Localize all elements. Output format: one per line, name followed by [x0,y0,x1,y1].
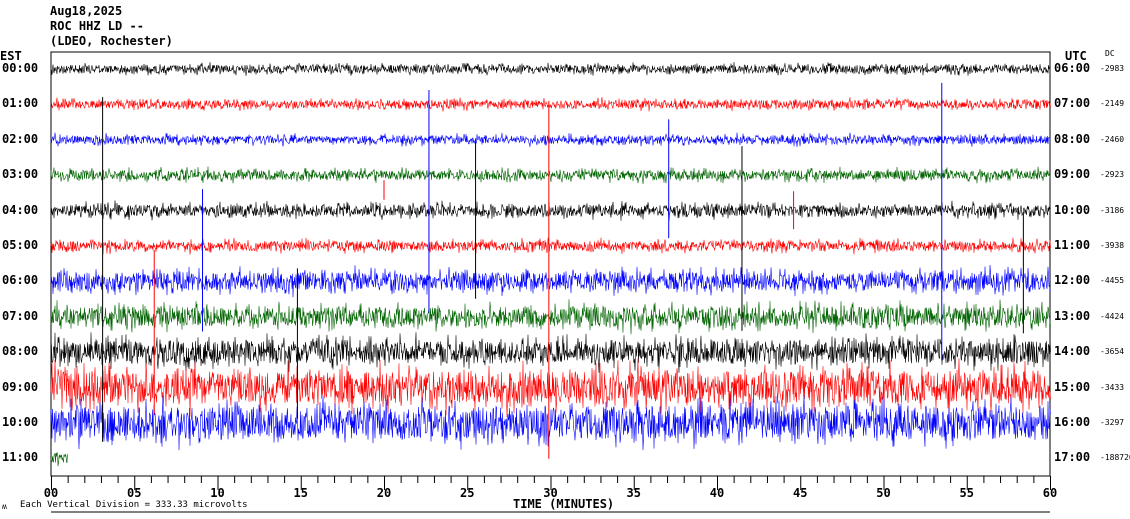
utc-hour-label: 15:00 [1054,379,1091,394]
scale-icon: ʍ [2,502,7,511]
utc-hour-label: 06:00 [1054,61,1091,75]
trace-row [50,132,1051,147]
est-hour-label: 06:00 [2,273,39,288]
est-hour-label: 02:00 [2,131,39,146]
scale-label: Each Vertical Division = 333.33 microvol… [20,500,248,510]
date-label: Aug18,2025 [50,4,123,18]
trace-row [50,166,1051,185]
est-hour-label: 10:00 [2,415,39,429]
dc-offset-label: -3186 [1100,205,1125,215]
utc-hour-label: 07:00 [1054,96,1091,111]
x-tick-label: 00 [44,486,58,500]
est-hour-label: 09:00 [2,379,39,394]
utc-hour-label: 16:00 [1054,415,1091,429]
dc-offset-label: -3654 [1100,347,1125,357]
trace-row [50,264,1051,298]
dc-title: DC [1105,49,1115,58]
x-tick-label: 10 [210,486,224,500]
est-hour-label: 00:00 [2,61,39,75]
utc-hour-label: 09:00 [1054,167,1091,182]
x-tick-label: 50 [876,486,890,500]
est-hour-label: 07:00 [2,308,39,323]
utc-hour-label: 11:00 [1054,238,1091,252]
trace-row [50,299,1051,335]
trace-row [50,395,1051,451]
est-hour-label: 05:00 [2,238,39,252]
utc-hour-label: 12:00 [1054,273,1091,288]
trace-row [50,61,1051,76]
dc-offset-label: -2460 [1100,134,1125,144]
dc-offset-label: -3433 [1100,382,1125,392]
x-tick-label: 15 [294,486,308,500]
x-axis-title: TIME (MINUTES) [513,497,615,511]
network-label: (LDEO, Rochester) [50,34,173,48]
est-hour-label: 03:00 [2,167,39,182]
x-tick-label: 05 [127,486,141,500]
x-tick-label: 30 [543,486,557,500]
x-tick-label: 60 [1043,486,1057,500]
dc-offset-label: -1887262 [1100,453,1130,463]
trace-row [50,200,1051,221]
utc-hour-label: 13:00 [1054,308,1091,323]
trace-row [50,237,1051,255]
dc-offset-label: -3297 [1100,418,1125,427]
trace-row [50,97,1051,112]
utc-hour-label: 10:00 [1054,202,1091,217]
utc-hour-label: 17:00 [1054,450,1091,465]
trace-row [50,332,1051,373]
x-tick-label: 25 [460,486,474,500]
est-axis-title: EST [0,49,22,63]
est-hour-label: 11:00 [2,450,39,465]
utc-hour-label: 14:00 [1054,344,1091,359]
dc-offset-label: -2923 [1100,170,1125,180]
x-tick-label: 45 [793,486,807,500]
dc-offset-label: -4455 [1100,276,1125,286]
x-tick-label: 35 [627,486,641,500]
utc-hour-label: 08:00 [1054,131,1091,146]
trace-row [50,358,1051,418]
x-tick-label: 20 [377,486,391,500]
utc-axis-title: UTC [1065,49,1087,63]
x-tick-label: 55 [960,486,974,500]
est-hour-label: 01:00 [2,96,39,111]
x-tick-label: 40 [710,486,724,500]
dc-offset-label: -3938 [1100,241,1125,250]
station-label: ROC HHZ LD -- [50,19,144,33]
est-hour-label: 04:00 [2,202,39,217]
dc-offset-label: -4424 [1100,311,1125,321]
dc-offset-label: -2149 [1100,99,1125,109]
est-hour-label: 08:00 [2,344,39,359]
dc-offset-label: -2983 [1100,64,1125,73]
trace-row [50,452,68,467]
